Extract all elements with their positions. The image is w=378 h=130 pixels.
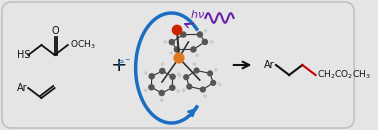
Point <box>176 57 182 59</box>
Point <box>186 86 192 88</box>
Point <box>143 89 149 91</box>
Point <box>202 95 208 97</box>
Point <box>209 41 215 43</box>
Point <box>191 48 197 50</box>
Point <box>169 41 175 43</box>
Text: Ar: Ar <box>264 60 274 70</box>
Point <box>180 34 186 36</box>
Point <box>149 75 155 77</box>
Text: OCH$_3$: OCH$_3$ <box>70 39 95 51</box>
Point <box>183 76 189 78</box>
Point <box>200 89 206 91</box>
Point <box>159 70 165 72</box>
Text: $e^-$: $e^-$ <box>117 57 132 69</box>
Point <box>194 69 200 72</box>
Point <box>191 63 197 65</box>
Point <box>194 54 200 56</box>
Text: $h\nu$: $h\nu$ <box>190 8 205 20</box>
Point <box>162 41 168 43</box>
Point <box>181 89 187 91</box>
Text: O: O <box>52 26 59 36</box>
Point <box>217 83 223 85</box>
Point <box>174 29 180 31</box>
Point <box>159 92 165 94</box>
Point <box>177 28 183 30</box>
Point <box>160 63 166 65</box>
Point <box>158 99 164 101</box>
Point <box>174 48 180 51</box>
Text: +: + <box>111 56 127 74</box>
Point <box>210 82 216 84</box>
Point <box>175 73 181 75</box>
Point <box>170 76 176 78</box>
Point <box>177 75 183 77</box>
Point <box>143 72 149 74</box>
FancyBboxPatch shape <box>2 2 354 128</box>
Point <box>169 87 175 89</box>
Point <box>213 69 219 71</box>
Text: Ar: Ar <box>17 83 28 93</box>
Text: CH$_2$CO$_2$CH$_3$: CH$_2$CO$_2$CH$_3$ <box>318 69 371 81</box>
Text: HS: HS <box>17 50 31 60</box>
Point <box>202 41 208 43</box>
Point <box>197 33 203 35</box>
Point <box>168 52 174 54</box>
Point <box>207 72 213 74</box>
Point <box>203 30 209 32</box>
Point <box>175 90 181 92</box>
Point <box>149 86 155 88</box>
